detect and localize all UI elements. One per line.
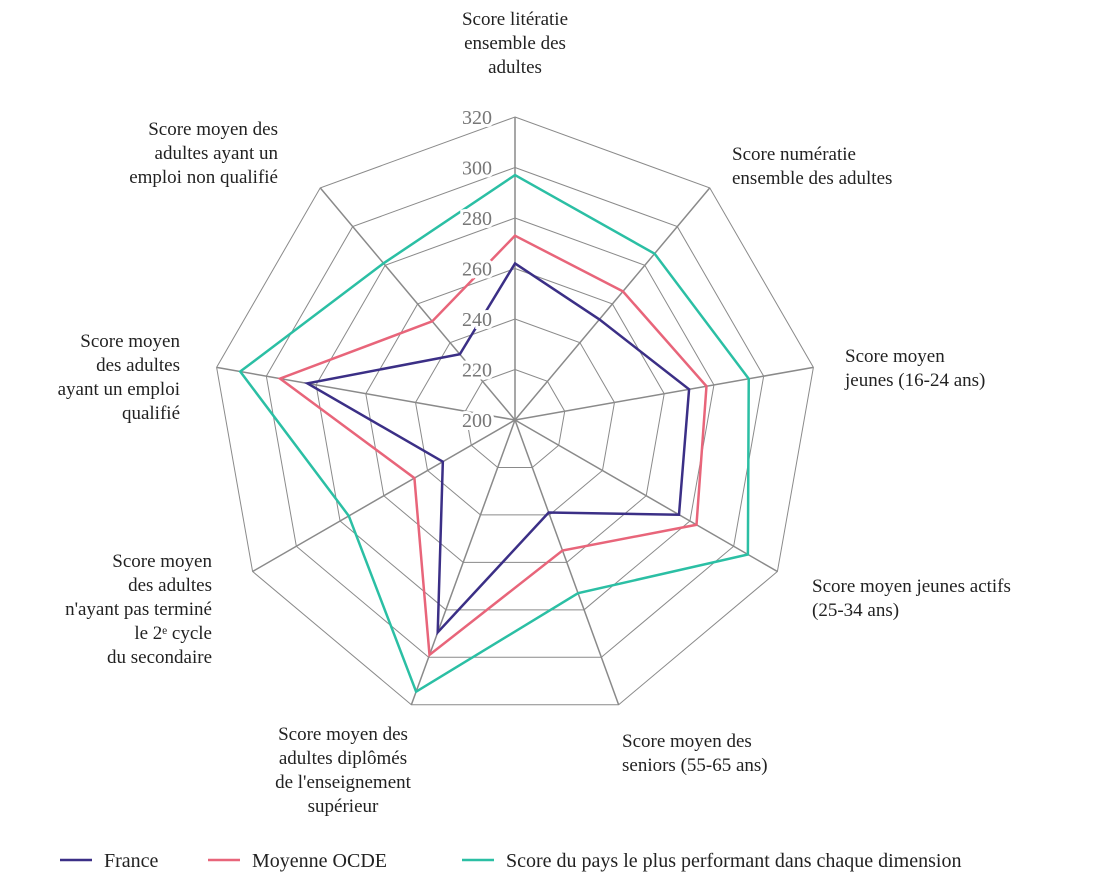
- spoke: [252, 419, 516, 573]
- grid-ring: [265, 166, 765, 658]
- spoke: [514, 419, 778, 573]
- spoke: [410, 419, 516, 705]
- axis-label: Score moyen des seniors (55-65 ans): [622, 731, 768, 776]
- axis-label: Score moyen des adultes n'ayant pas term…: [65, 551, 212, 668]
- spoke: [216, 366, 516, 421]
- series-line: [277, 234, 708, 658]
- legend-label: France: [104, 850, 159, 872]
- grid-ring: [415, 318, 615, 516]
- axis-label: Score numératie ensemble des adultes: [732, 144, 893, 189]
- grid-ring: [216, 116, 814, 706]
- spoke: [514, 187, 711, 421]
- spoke: [514, 366, 814, 421]
- axis-label: Score moyen jeunes actifs (25-34 ans): [812, 576, 1011, 621]
- legend-label: Score du pays le plus performant dans ch…: [506, 850, 961, 872]
- tick-label: 240: [462, 309, 492, 331]
- legend-label: Moyenne OCDE: [252, 850, 387, 872]
- axis-label: Score moyen des adultes ayant un emploi …: [57, 331, 180, 424]
- series-line: [303, 261, 691, 636]
- grid-ring: [464, 368, 566, 468]
- tick-label: 200: [462, 410, 492, 432]
- tick-label: 320: [462, 107, 492, 129]
- axis-label: Score litératie ensemble des adultes: [461, 9, 569, 78]
- tick-label: 220: [462, 360, 492, 382]
- tick-label: 260: [462, 259, 492, 281]
- axis-label: Score moyen jeunes (16-24 ans): [845, 346, 986, 391]
- axis-label: Score moyen des adultes diplômés de l'en…: [275, 724, 411, 817]
- tick-label: 280: [462, 208, 492, 230]
- axis-label: Score moyen des adultes ayant un emploi …: [129, 119, 278, 188]
- spoke: [319, 187, 516, 421]
- grid-ring: [315, 217, 715, 611]
- series-line: [238, 173, 750, 694]
- spoke: [514, 419, 620, 705]
- tick-label: 300: [462, 158, 492, 180]
